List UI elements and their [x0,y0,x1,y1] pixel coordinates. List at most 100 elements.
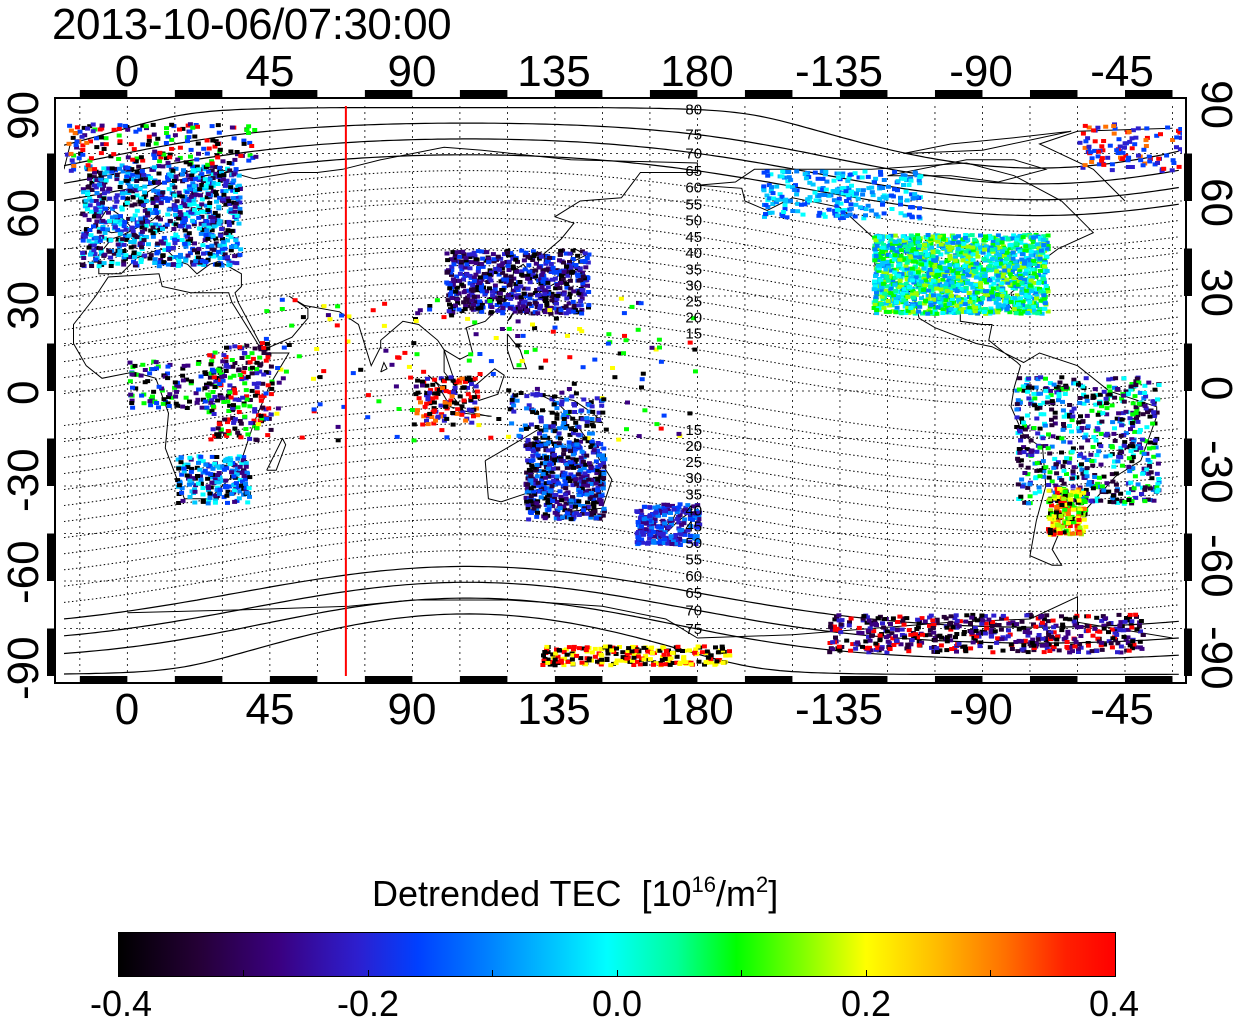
tec-point [588,515,594,520]
axis-bar-segment [459,90,508,98]
tec-point [145,213,151,218]
tec-point [1037,256,1043,261]
tec-point [1133,383,1139,387]
tec-point [812,190,818,195]
contour-line [64,154,1179,217]
tec-point [185,139,190,144]
tec-point [512,293,518,298]
tec-point [880,202,885,207]
tec-point [194,164,200,169]
tec-point [981,257,987,261]
tec-point [137,127,143,132]
tec-point [556,441,562,446]
tec-point [1155,461,1161,466]
tec-point [974,261,980,266]
tec-point [213,171,219,176]
tec-point [87,228,93,232]
tec-point [176,190,182,195]
tec-point [574,442,580,447]
tec-point [475,249,481,254]
tec-point [111,127,117,132]
tec-point [1055,499,1061,503]
tec-point [1041,296,1047,301]
tec-point [929,234,935,239]
tec-point [93,257,99,262]
tec-point [217,219,223,224]
axis-bar-segment [1029,90,1078,98]
tec-point [1024,382,1029,387]
tec-point [186,184,192,189]
tec-point [1080,506,1086,511]
tec-point [121,259,127,264]
tec-point [1059,375,1065,380]
tec-point [549,484,555,489]
tec-point [843,189,849,194]
tec-point [1154,410,1160,415]
tec-point [956,234,961,239]
tec-point [1083,432,1089,437]
tec-point [1104,481,1110,486]
tec-point [227,168,233,173]
tec-point [1097,392,1103,397]
tec-point [138,232,144,237]
tec-point [1041,400,1047,405]
tec-point [1144,425,1150,430]
tec-point [917,304,923,309]
tec-point [1027,482,1033,487]
tec-point [226,220,232,224]
tec-point [874,290,879,295]
tec-point [1037,403,1043,407]
tec-point [89,241,95,246]
tec-point [129,225,135,230]
tec-point [131,232,137,237]
tec-point [960,237,966,242]
tec-point [903,301,909,305]
tec-point [1038,289,1044,294]
tec-point [1061,414,1067,419]
tec-point [558,249,564,253]
tec-point [1110,376,1116,381]
tec-point [491,257,497,262]
tec-point [834,203,840,208]
tec-point [1038,248,1044,253]
tec-point [1006,264,1012,269]
tec-point [186,231,192,236]
tec-point [905,308,911,313]
tec-point [894,300,899,305]
tec-point [250,155,256,160]
tec-point [865,203,871,208]
tec-point [540,279,546,284]
tec-point [543,471,549,475]
tec-point [145,142,151,147]
tec-point [545,500,551,505]
tec-point [551,306,557,311]
tec-point [873,253,879,258]
tec-point [525,503,531,508]
tec-point [831,198,837,203]
tec-point [127,184,133,189]
tec-point [142,227,148,232]
tec-point [1077,493,1083,497]
tec-point [130,229,136,234]
tec-point [231,178,237,183]
tec-point [958,267,964,271]
tec-point [191,202,197,207]
tec-point [995,241,1001,246]
tec-point [837,208,843,213]
tec-point [109,169,115,174]
tec-point [938,266,943,271]
tec-point [535,480,541,485]
tec-point [774,184,780,189]
tec-point [994,251,1000,256]
tec-point [196,246,202,251]
tec-point [1057,380,1063,385]
tec-point [881,178,887,182]
tec-point [943,303,949,308]
tec-point [954,243,960,248]
tec-point [1032,310,1038,315]
tec-point [159,195,165,200]
tec-point [125,172,131,177]
bottom-tick-label: 90 [387,685,437,734]
tec-point [499,298,505,303]
tec-point [880,281,886,286]
